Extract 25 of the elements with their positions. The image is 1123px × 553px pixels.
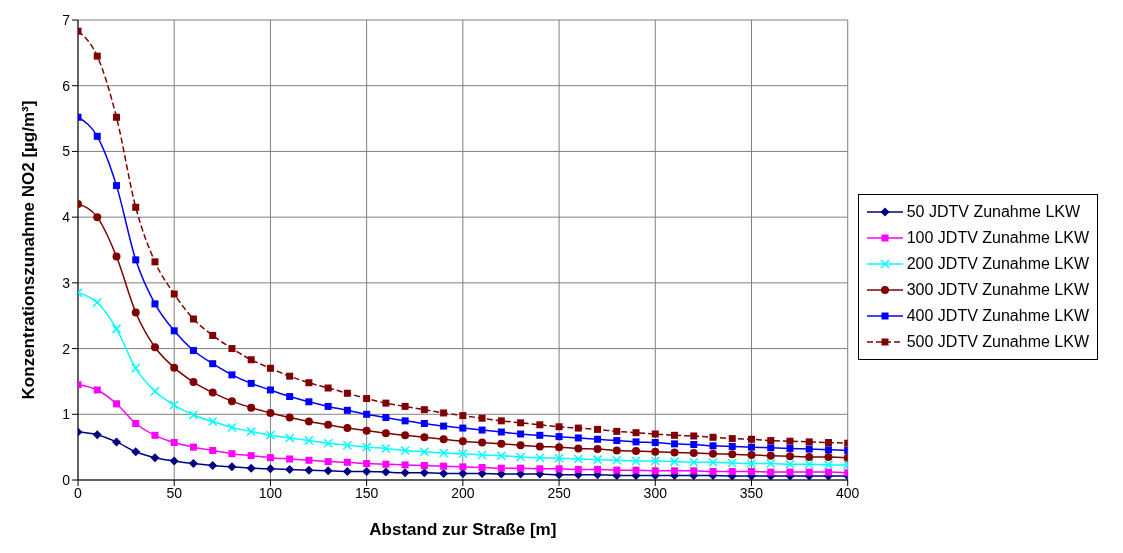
- y-tick-label: 6: [62, 77, 71, 94]
- y-tick-label: 2: [62, 340, 71, 357]
- x-tick-label: 100: [258, 484, 283, 501]
- x-tick-label: 50: [166, 484, 183, 501]
- y-tick-label: 4: [62, 209, 71, 226]
- y-tick-label: 0: [62, 471, 71, 488]
- y-tick-label: 7: [62, 11, 71, 28]
- y-axis-title: Konzentrationszunahme NO2 [µg/m³]: [19, 100, 39, 400]
- x-tick-label: 400: [836, 484, 860, 501]
- legend-label: 200 JDTV Zunahme LKW: [906, 254, 1089, 273]
- x-tick-label: 300: [643, 484, 668, 501]
- x-tick-label: 350: [739, 484, 764, 501]
- legend-label: 100 JDTV Zunahme LKW: [906, 228, 1089, 247]
- x-tick-label: 250: [547, 484, 571, 501]
- legend-label: 500 JDTV Zunahme LKW: [906, 332, 1089, 351]
- x-tick-label: 200: [451, 484, 475, 501]
- legend-label: 50 JDTV Zunahme LKW: [906, 202, 1081, 221]
- y-tick-label: 5: [62, 143, 71, 160]
- y-tick-label: 1: [62, 406, 71, 423]
- x-tick-label: 150: [354, 484, 379, 501]
- y-tick-label: 3: [62, 274, 71, 291]
- x-tick-label: 0: [74, 484, 83, 501]
- legend-label: 400 JDTV Zunahme LKW: [906, 306, 1089, 325]
- legend-label: 300 JDTV Zunahme LKW: [906, 280, 1089, 299]
- x-axis-title: Abstand zur Straße [m]: [369, 520, 557, 539]
